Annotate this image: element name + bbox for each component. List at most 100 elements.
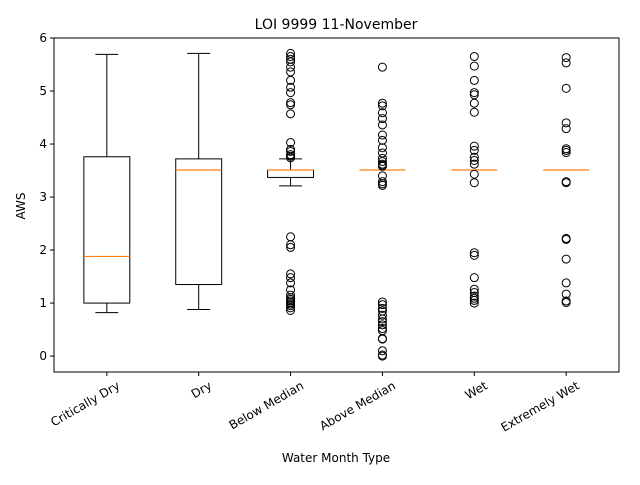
outlier-point [469, 169, 479, 179]
outlier-point [377, 180, 387, 190]
outlier-point [561, 298, 571, 308]
y-tick-label: 5 [39, 84, 47, 98]
outlier-point [561, 148, 571, 158]
outlier-point [377, 300, 387, 310]
x-axis: Critically Dry Dry Below Median Above Media… [48, 372, 582, 435]
chart-title: LOI 9999 11-November [255, 17, 418, 33]
box-group [267, 48, 315, 316]
outlier-point [469, 52, 479, 62]
outlier-point [469, 273, 479, 283]
outlier-point [469, 61, 479, 71]
box-group [543, 53, 590, 308]
axes-frame [53, 37, 620, 373]
y-tick-label: 2 [39, 243, 47, 257]
plot-area [53, 37, 620, 373]
outlier-point [286, 67, 296, 77]
y-tick-label: 1 [39, 296, 47, 310]
box-group [359, 62, 406, 361]
outlier-point [469, 248, 479, 258]
outlier-point [377, 161, 387, 171]
outlier-point [286, 273, 296, 283]
x-tick-label: Below Median [227, 378, 306, 432]
outlier-point [469, 284, 479, 294]
outlier-point [561, 53, 571, 63]
outlier-point [377, 135, 387, 145]
y-tick-label: 6 [39, 31, 47, 45]
outlier-point [286, 269, 296, 279]
outlier-point [377, 310, 387, 320]
outlier-point [377, 120, 387, 130]
outlier-point [377, 334, 387, 344]
x-tick-label: Wet [463, 378, 490, 402]
y-tick-label: 0 [39, 349, 47, 363]
outlier-point [286, 57, 296, 67]
outlier-point [469, 107, 479, 117]
outlier-point [286, 52, 296, 62]
box-group [175, 52, 223, 310]
x-tick-label: Dry [189, 378, 214, 401]
outlier-point [377, 143, 387, 153]
x-tick-label: Extremely Wet [498, 378, 581, 434]
outlier-point [377, 177, 387, 187]
outlier-point [469, 75, 479, 85]
outlier-point [286, 109, 296, 119]
outlier-point [377, 101, 387, 111]
outlier-point [286, 240, 296, 250]
outlier-point [286, 62, 296, 72]
outlier-point [377, 98, 387, 108]
y-axis-label: AWS [14, 192, 28, 219]
outlier-point [469, 250, 479, 260]
outlier-point [469, 88, 479, 98]
outlier-point [377, 314, 387, 324]
x-axis-label: Water Month Type [282, 451, 390, 465]
outlier-point [469, 178, 479, 188]
outlier-point [469, 295, 479, 305]
outlier-point [286, 242, 296, 252]
box-group [451, 52, 498, 308]
outlier-point [377, 324, 387, 334]
outlier-point [286, 301, 296, 311]
outlier-point [286, 82, 296, 92]
outlier-point [561, 83, 571, 93]
y-axis: 0 1 2 3 4 5 6 [39, 31, 54, 363]
outlier-point [469, 141, 479, 151]
x-tick-label: Above Median [317, 378, 398, 433]
outlier-point [469, 98, 479, 108]
outlier-point [377, 114, 387, 124]
box-iqr [267, 169, 315, 178]
outlier-point [469, 145, 479, 155]
outlier-point [561, 234, 571, 244]
outlier-point [377, 108, 387, 118]
outlier-point [377, 297, 387, 307]
outlier-point [377, 351, 387, 361]
outlier-point [469, 291, 479, 301]
outlier-point [561, 278, 571, 288]
outlier-point [377, 346, 387, 356]
outlier-point [561, 178, 571, 188]
outlier-point [286, 137, 296, 147]
outlier-point [469, 152, 479, 162]
outlier-point [561, 118, 571, 128]
outlier-point [286, 100, 296, 110]
outlier-point [561, 145, 571, 155]
y-tick-label: 4 [39, 137, 47, 151]
outlier-point [286, 75, 296, 85]
outlier-point [286, 146, 296, 156]
outlier-point [286, 88, 296, 98]
outlier-point [286, 278, 296, 288]
x-tick-label: Critically Dry [48, 378, 122, 429]
outlier-point [286, 98, 296, 108]
box-iqr [175, 158, 223, 286]
outlier-point [561, 58, 571, 68]
outlier-point [377, 130, 387, 140]
outlier-point [377, 320, 387, 330]
outlier-point [377, 317, 387, 327]
outlier-point [377, 62, 387, 72]
outlier-point [286, 232, 296, 242]
outlier-point [561, 124, 571, 134]
outlier-point [377, 157, 387, 167]
outlier-point [286, 290, 296, 300]
box-iqr [83, 156, 131, 304]
